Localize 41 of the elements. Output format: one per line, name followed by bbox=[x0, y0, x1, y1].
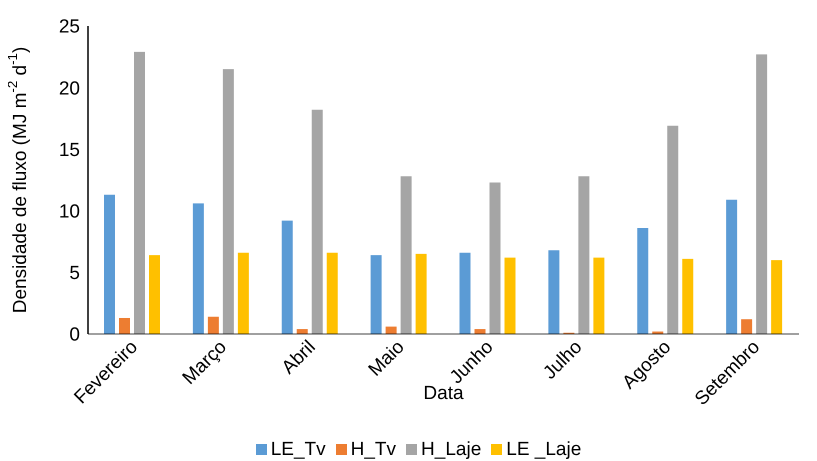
legend-label: H_Laje bbox=[421, 439, 482, 460]
bar bbox=[726, 200, 738, 334]
bar bbox=[119, 318, 130, 334]
legend-label: LE _Laje bbox=[506, 439, 582, 460]
y-tick-label: 20 bbox=[58, 78, 80, 100]
y-tick-label: 25 bbox=[58, 16, 80, 38]
bar bbox=[637, 228, 648, 334]
bar bbox=[149, 255, 160, 334]
bar bbox=[756, 54, 768, 334]
y-tick-label: 10 bbox=[58, 202, 80, 223]
bar bbox=[460, 252, 470, 334]
bar bbox=[667, 126, 678, 334]
legend-label: H_Tv bbox=[350, 439, 396, 460]
bar bbox=[771, 260, 782, 334]
y-tick-label: 5 bbox=[69, 263, 80, 284]
bar bbox=[548, 250, 560, 334]
bar bbox=[578, 176, 590, 334]
bar bbox=[682, 258, 694, 334]
bar bbox=[593, 258, 604, 334]
bar bbox=[134, 52, 145, 334]
bar bbox=[490, 182, 500, 334]
bar bbox=[326, 252, 338, 334]
bar bbox=[400, 176, 412, 334]
bar bbox=[296, 329, 308, 334]
bar bbox=[386, 326, 397, 334]
bar bbox=[192, 203, 204, 334]
legend-label: LE_Tv bbox=[270, 439, 326, 460]
bar bbox=[208, 316, 219, 334]
bar bbox=[370, 255, 382, 334]
bar bbox=[416, 254, 427, 334]
bar bbox=[222, 69, 234, 334]
bar bbox=[504, 258, 516, 334]
bar bbox=[104, 194, 115, 334]
bar bbox=[282, 220, 293, 334]
bar bbox=[238, 252, 249, 334]
bar bbox=[312, 110, 323, 334]
y-tick-label: 15 bbox=[58, 140, 80, 161]
x-axis-title: Data bbox=[423, 383, 464, 404]
bar bbox=[741, 319, 752, 334]
bar bbox=[474, 329, 486, 334]
y-tick-label: 0 bbox=[69, 324, 80, 346]
